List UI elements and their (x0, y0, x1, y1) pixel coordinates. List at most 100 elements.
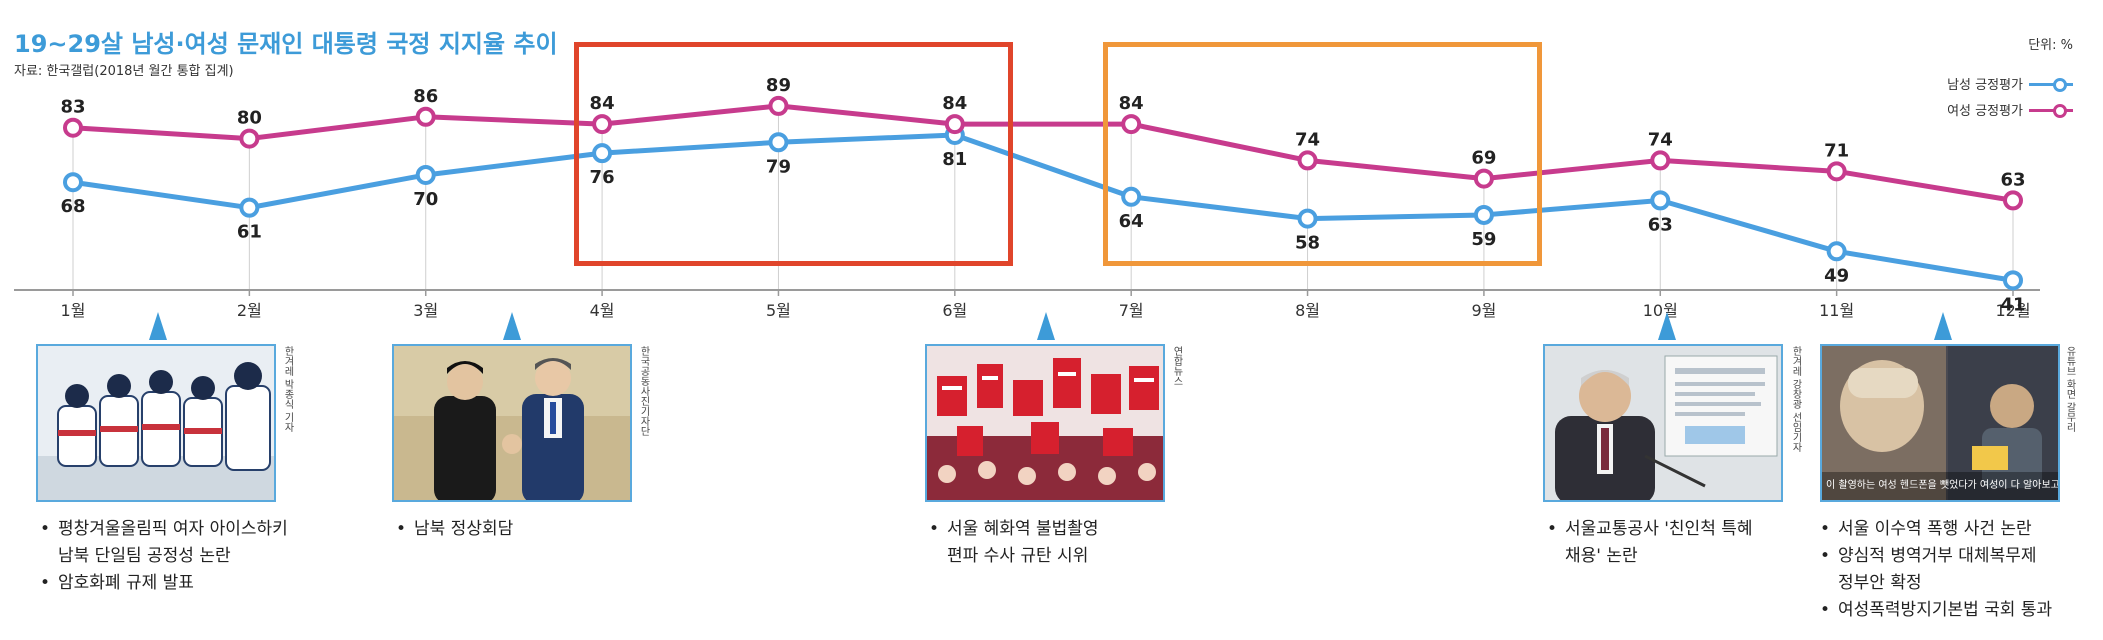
male-data-point (415, 164, 436, 185)
event-note: 암호화폐 규제 발표 (36, 570, 288, 597)
male-data-point (1826, 241, 1847, 262)
highlight-box-apr-jun (574, 42, 1013, 266)
male-data-point (239, 197, 260, 218)
female-value-label: 69 (1471, 148, 1496, 169)
legend-female-swatch (2029, 103, 2073, 118)
female-value-label: 84 (942, 93, 967, 114)
male-data-point (768, 132, 789, 153)
x-tick-label: 5월 (766, 301, 791, 320)
female-data-point (2003, 190, 2023, 211)
female-data-point (1650, 150, 1671, 171)
female-data-point (592, 114, 613, 135)
event-notes-feb: 평창겨울올림픽 여자 아이스하키 남북 단일팀 공정성 논란 암호화폐 규제 발… (36, 516, 288, 597)
event-pointer (503, 312, 521, 340)
male-value-label: 63 (1648, 214, 1673, 235)
highlight-box-jul-sep (1103, 42, 1542, 266)
event-notes-dec: 서울 이수역 폭행 사건 논란 양심적 병역거부 대체복무제 정부안 확정 여성… (1816, 516, 2052, 624)
male-data-point (1121, 186, 1142, 207)
male-value-label: 58 (1295, 233, 1320, 254)
protest-rally-photo (925, 344, 1165, 502)
event-note: 평창겨울올림픽 여자 아이스하키 남북 단일팀 공정성 논란 (36, 516, 288, 570)
female-data-point (415, 106, 436, 127)
chart-source: 자료: 한국갤럽(2018년 월간 통합 집계) (14, 64, 234, 79)
female-value-label: 74 (1295, 129, 1320, 150)
female-value-label: 89 (766, 75, 791, 96)
legend-male-label: 남성 긍정평가 (1947, 78, 2023, 93)
female-value-label: 83 (60, 97, 85, 118)
male-data-point (63, 172, 83, 193)
x-tick-label: 1월 (61, 301, 86, 320)
event-pointer (1934, 312, 1952, 340)
press-conference-photo (1543, 344, 1783, 502)
photo-credit: 한겨레 박종식 기자 (282, 346, 293, 433)
female-data-point (239, 128, 260, 149)
x-tick-label: 4월 (590, 301, 615, 320)
ice-hockey-team-photo (36, 344, 276, 502)
photo-credit: 한국공동사진기자단 (638, 346, 649, 436)
female-value-label: 63 (2000, 169, 2025, 190)
female-data-point (1297, 150, 1318, 171)
event-note: 여성폭력방지기본법 국회 통과 (1816, 597, 2052, 624)
male-value-label: 81 (942, 149, 967, 170)
female-data-point (1826, 161, 1847, 182)
male-value-label: 49 (1824, 265, 1849, 286)
legend-female: 여성 긍정평가 (1947, 100, 2073, 119)
x-tick-label: 7월 (1119, 301, 1144, 320)
event-note: 남북 정상회담 (392, 516, 513, 543)
male-value-label: 68 (60, 196, 85, 217)
male-value-label: 59 (1471, 229, 1496, 250)
female-data-point (944, 114, 965, 135)
male-value-label: 61 (237, 222, 262, 243)
video-caption: 이 촬영하는 여성 헨드폰을 뺏었다가 여성이 다 알아보고 있지 않다 으으니… (1826, 478, 2060, 491)
male-data-point (1650, 190, 1671, 211)
female-value-label: 71 (1824, 140, 1849, 161)
male-value-label: 76 (590, 167, 615, 188)
event-pointer (1658, 312, 1676, 340)
female-data-point (768, 95, 789, 116)
female-data-point (63, 117, 83, 138)
male-data-point (1297, 208, 1318, 229)
female-data-point (1473, 168, 1494, 189)
male-value-label: 70 (413, 189, 438, 210)
female-value-label: 74 (1648, 129, 1673, 150)
photo-credit: 연합뉴스 (1171, 346, 1182, 386)
event-notes-oct: 서울교통공사 '친인척 특혜 채용' 논란 (1543, 516, 1753, 570)
x-tick-label: 11월 (1819, 301, 1854, 320)
event-pointer (1037, 312, 1055, 340)
male-data-point (2003, 270, 2023, 291)
x-tick-label: 9월 (1471, 301, 1496, 320)
female-series-line (72, 103, 2014, 203)
male-value-label: 41 (2000, 294, 2025, 315)
x-tick-label: 8월 (1295, 301, 1320, 320)
male-data-point (1473, 204, 1494, 225)
female-value-label: 84 (1119, 93, 1144, 114)
event-pointer (149, 312, 167, 340)
photo-credit: 한겨레 강창광 선임기자 (1790, 346, 1801, 453)
x-tick-label: 6월 (942, 301, 967, 320)
male-data-point (592, 143, 613, 164)
event-note: 서울 이수역 폭행 사건 논란 (1816, 516, 2052, 543)
event-notes-apr: 남북 정상회담 (392, 516, 513, 543)
photo-credit: 유튜브 화면 갈무리 (2064, 346, 2075, 433)
female-data-point (1121, 114, 1142, 135)
event-note: 서울교통공사 '친인척 특혜 채용' 논란 (1543, 516, 1753, 570)
event-note: 서울 혜화역 불법촬영 편파 수사 규탄 시위 (925, 516, 1099, 570)
male-value-label: 79 (766, 156, 791, 177)
x-tick-label: 3월 (413, 301, 438, 320)
chart-title: 19~29살 남성·여성 문재인 대통령 국정 지지율 추이 (14, 30, 558, 58)
unit-label: 단위: % (2028, 38, 2073, 53)
x-tick-label: 12월 (1995, 301, 2030, 320)
female-value-label: 86 (413, 86, 438, 107)
x-tick-label: 2월 (237, 301, 262, 320)
summit-handshake-photo (392, 344, 632, 502)
legend-male: 남성 긍정평가 (1947, 74, 2073, 93)
legend-female-label: 여성 긍정평가 (1947, 104, 2023, 119)
event-note: 양심적 병역거부 대체복무제 정부안 확정 (1816, 543, 2052, 597)
female-value-label: 84 (590, 93, 615, 114)
event-notes-jul: 서울 혜화역 불법촬영 편파 수사 규탄 시위 (925, 516, 1099, 570)
male-value-label: 64 (1119, 211, 1144, 232)
female-value-label: 80 (237, 108, 262, 129)
male-series-line (72, 132, 2014, 283)
legend-male-swatch (2029, 77, 2073, 92)
